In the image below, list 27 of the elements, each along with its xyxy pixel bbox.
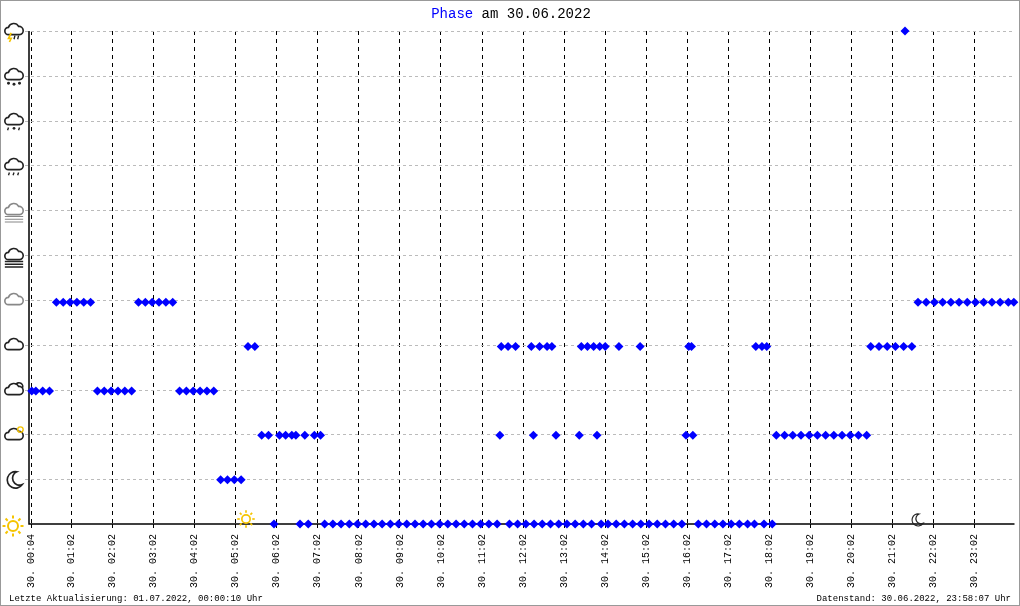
text: Datenstand: 30.06.2022, 23:58:07 Uhr — [816, 594, 1011, 605]
x-tick-label: 30. 20:02 — [846, 534, 858, 589]
x-tick-label: 30. 14:02 — [599, 534, 611, 589]
x-tick-label: 30. 12:02 — [517, 534, 529, 589]
x-tick-label: 30. 15:02 — [640, 534, 652, 589]
x-tick-label: 30. 19:02 — [805, 534, 817, 589]
x-tick-label: 30. 04:02 — [189, 534, 201, 589]
x-tick-label: 30. 05:02 — [230, 534, 242, 589]
x-tick-label: 30. 23:02 — [969, 534, 981, 589]
x-tick-label: 30. 08:02 — [353, 534, 365, 589]
x-tick-label: 30. 21:02 — [887, 534, 899, 589]
text: Letzte Aktualisierung: 01.07.2022, 00:00:10 Uhr — [9, 594, 263, 605]
x-tick-label: 30. 01:02 — [66, 534, 78, 589]
x-tick-label: 30. 16:02 — [682, 534, 694, 589]
x-tick-label: 30. 17:02 — [723, 534, 735, 589]
x-tick-label: 30. 18:02 — [764, 534, 776, 589]
x-tick-label: 30. 13:02 — [558, 534, 570, 589]
x-tick-label: 30. 03:02 — [148, 534, 160, 589]
x-tick-label: 30. 09:02 — [394, 534, 406, 589]
x-tick-label: 30. 06:02 — [271, 534, 283, 589]
x-tick-label: 30. 22:02 — [928, 534, 940, 589]
chart-title: Phase am 30.06.2022 — [431, 5, 591, 22]
x-tick-label: 30. 00:04 — [26, 534, 38, 589]
x-tick-label: 30. 11:02 — [476, 534, 488, 589]
x-tick-label: 30. 10:02 — [435, 534, 447, 589]
x-tick-label: 30. 07:02 — [312, 534, 324, 589]
x-tick-label: 30. 02:02 — [107, 534, 119, 589]
